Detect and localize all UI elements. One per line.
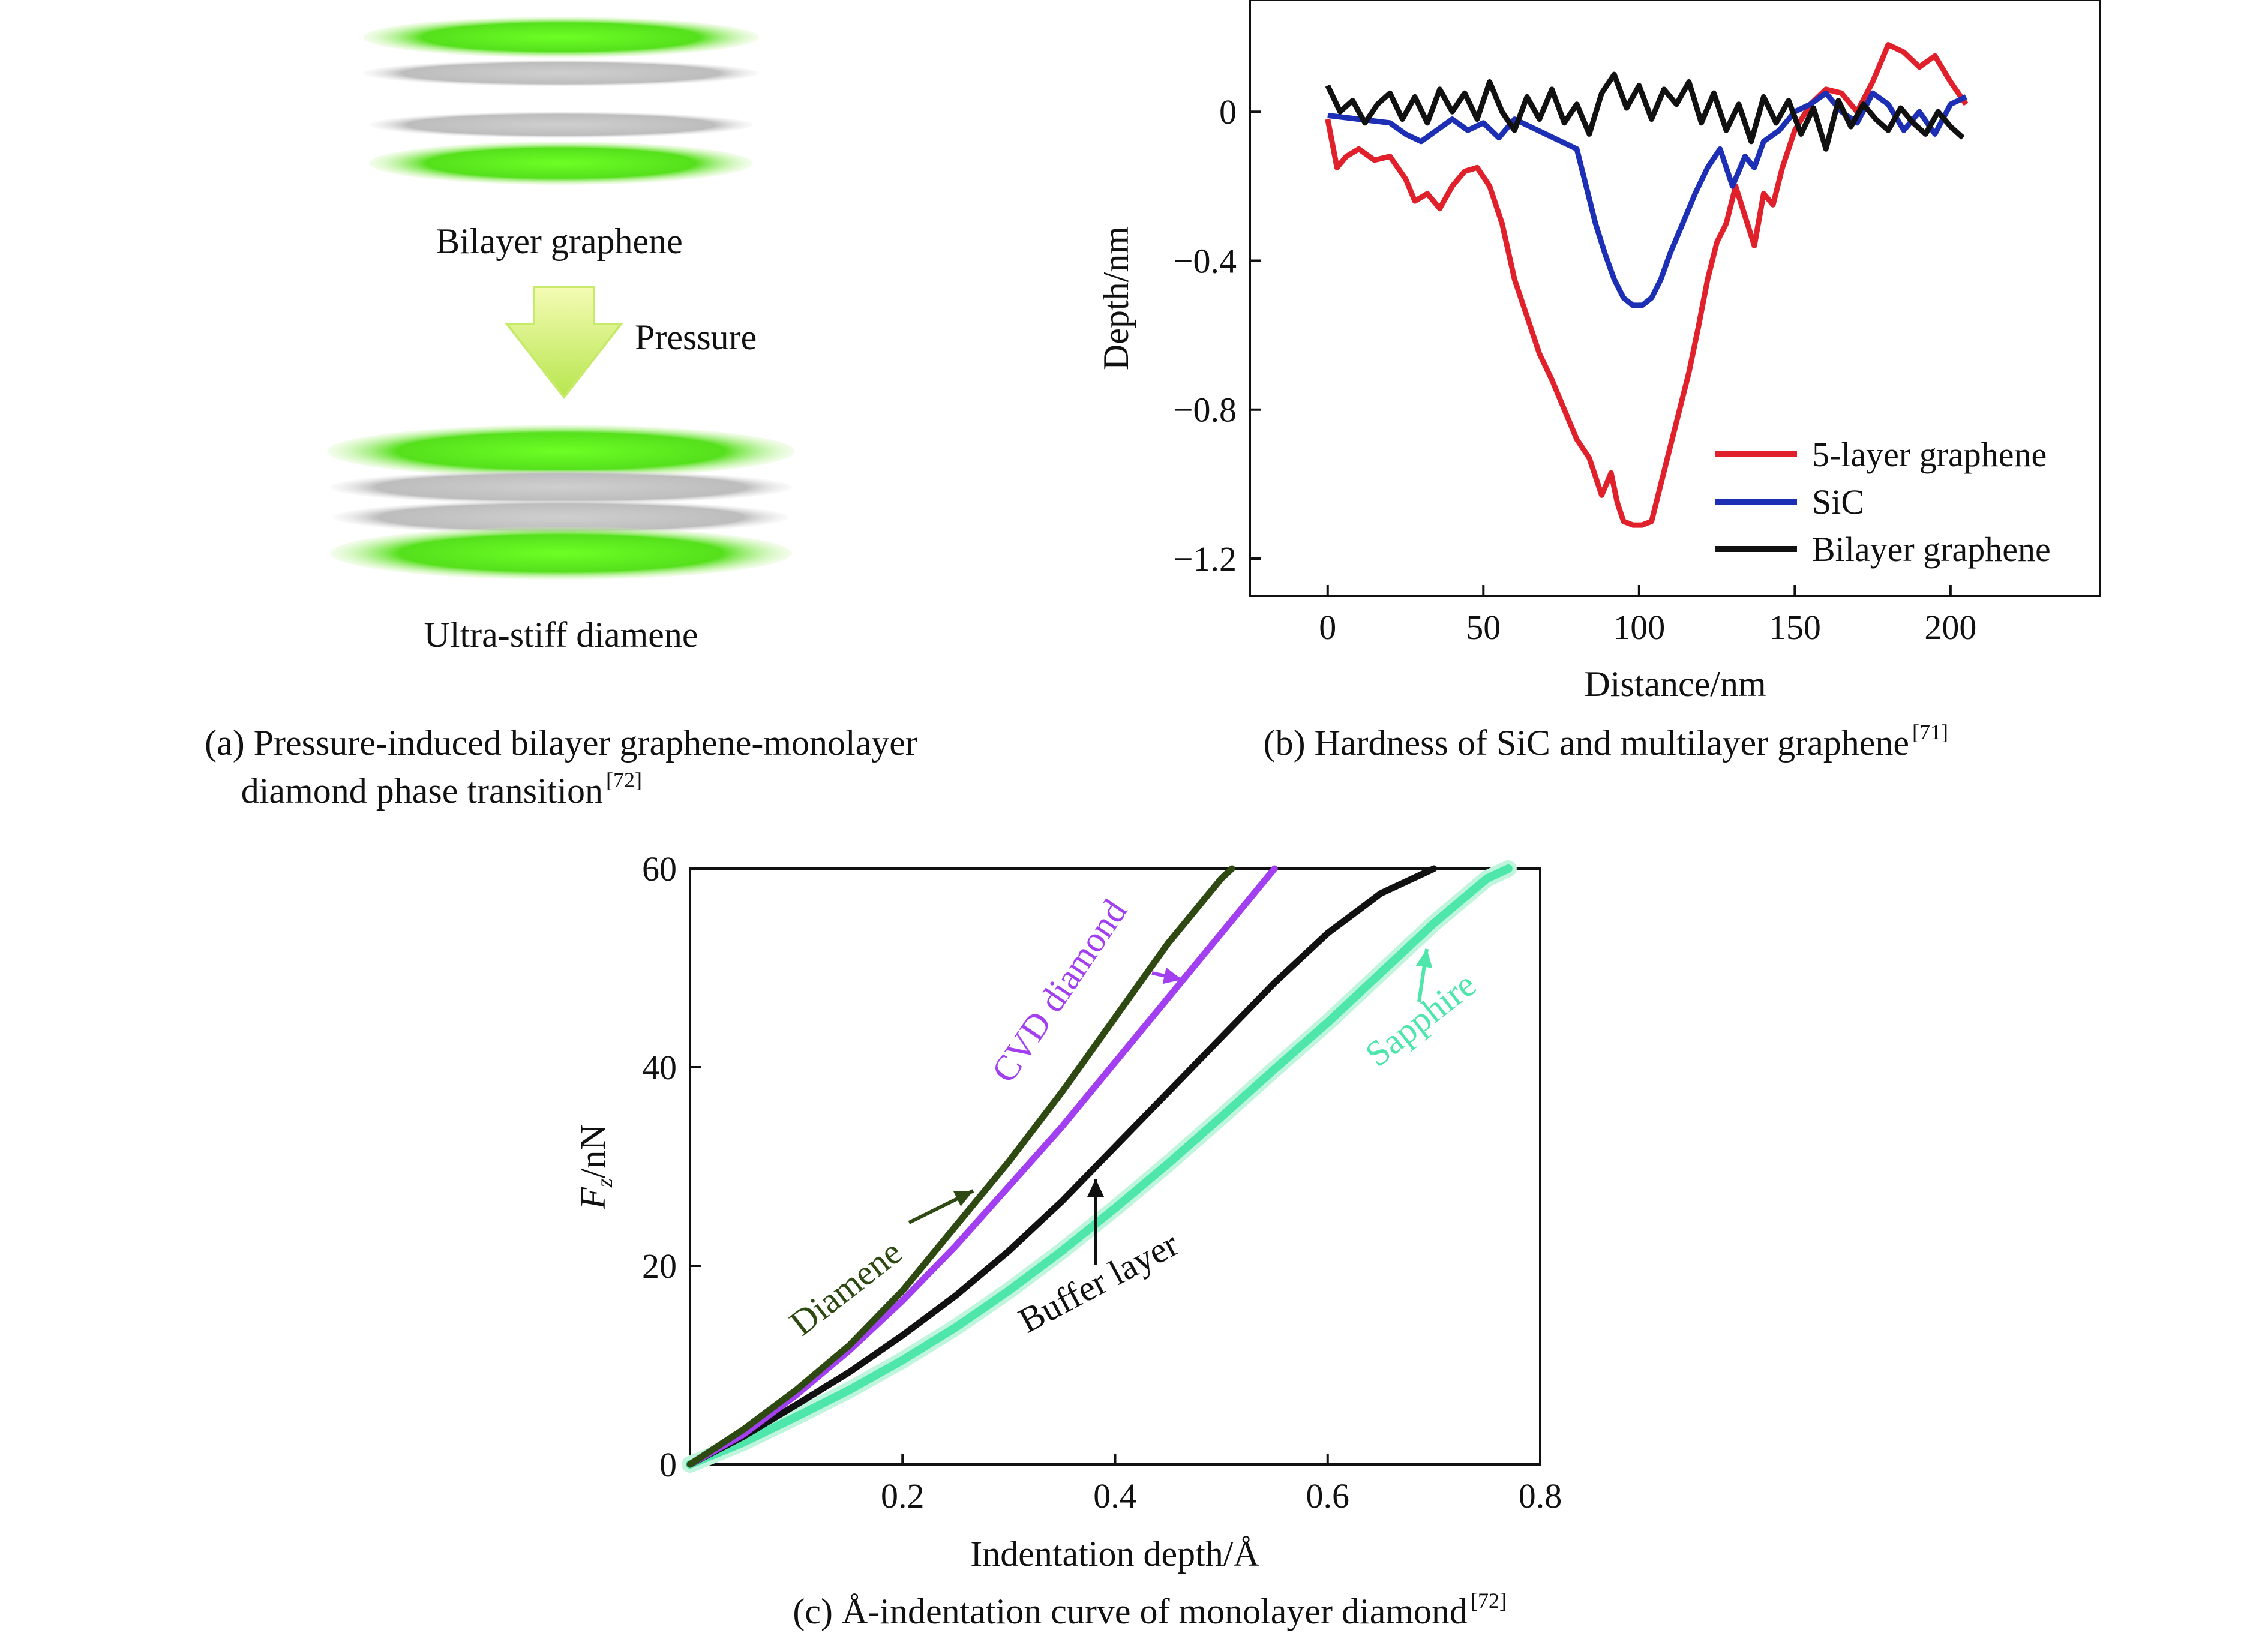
panel-c-x-tick-label: 0.2 [881,1476,925,1515]
graphene-core-top [363,60,759,86]
panel-a-caption-line2-text: diamond phase transition [241,771,603,811]
panel-b-legend-label: Bilayer graphene [1812,530,2051,569]
panel-c-caption-text: (c) Å-indentation curve of monolayer dia… [793,1592,1468,1631]
panel-b-chart: 0 50 100 150 200 0 −0.4 −0.8 −1.2 5-layer graphe… [1096,0,2101,763]
panel-c-caption-ref: [72] [1471,1589,1507,1613]
panel-c-annotation-label: Buffer layer [1012,1224,1184,1341]
panel-b-y-tick-label: 0 [1219,92,1237,131]
panel-c-y-tick-label: 40 [642,1048,677,1087]
panel-b-plot-frame [1249,0,2101,597]
panel-b-x-tick-label: 50 [1466,608,1501,647]
panel-b-y-tick-label: −0.8 [1174,391,1237,430]
diamene-structure [327,425,795,580]
panel-c-y-axis-label: Fz/nN [573,1124,617,1209]
panel-c-x-tick-label: 0.4 [1093,1476,1137,1515]
panel-b-x-tick-label: 200 [1924,608,1976,647]
diamene-core-1 [330,470,792,504]
diamene-layer-bottom [330,527,792,580]
graphene-layer-top [363,17,759,58]
annotation-arrowhead-icon [1162,967,1182,984]
panel-a-illustration: Bilayer graphene Pressure Ultra-stiff di… [205,17,917,811]
panel-b-series-line [1327,90,1967,308]
panel-b-legend: 5-layer graphene SiC Bilayer graphene [1715,435,2051,569]
panel-c-annotation-label: Diamene [782,1232,909,1343]
panel-c-annotation-label: CVD diamond [984,893,1135,1089]
panel-c-y-tick-label: 60 [642,849,677,888]
annotation-arrowhead-icon [953,1191,973,1206]
panel-b-caption: (b) Hardness of SiC and multilayer graph… [1264,723,1909,763]
panel-a-caption-line2: diamond phase transition [241,771,603,811]
panel-c-series-line [686,864,1513,1469]
panel-c-chart: 0.2 0.4 0.6 0.8 0 20 40 60 Diamene CVD diamond Bu… [573,849,1562,1631]
panel-b-series-line [1325,42,1969,528]
graphene-layer-bottom [369,142,753,185]
panel-c-ticks: 0.2 0.4 0.6 0.8 0 20 40 60 [642,849,1562,1515]
panel-b-y-axis-label: Depth/nm [1096,226,1136,370]
bilayer-graphene-structure [363,17,759,185]
graphene-core-bottom [369,112,753,138]
panel-b-x-axis-label: Distance/nm [1584,664,1766,704]
panel-c-series-line [686,865,1438,1468]
panel-c-series-line [686,865,1235,1468]
diamene-layer-top [327,425,795,478]
panel-c-caption: (c) Å-indentation curve of monolayer dia… [793,1592,1468,1631]
panel-c-series [682,860,1517,1473]
pressure-label: Pressure [635,317,757,357]
panel-c-y-tick-label: 0 [659,1445,677,1484]
panel-b-x-tick-label: 0 [1319,608,1336,647]
panel-b-series-line [1325,71,1965,152]
annotation-arrowhead-icon [1087,1179,1104,1197]
panel-b-caption-ref: [71] [1912,720,1948,744]
panel-a-caption-ref: [72] [606,768,642,792]
panel-c-x-tick-label: 0.8 [1519,1476,1562,1515]
panel-c-series-line [686,865,1278,1468]
diamene-core-2 [333,500,789,534]
pressure-arrow [504,286,624,400]
panel-b-x-tick-label: 100 [1613,608,1665,647]
panel-b-caption-text: (b) Hardness of SiC and multilayer graph… [1264,723,1909,763]
panel-b-legend-label: SiC [1812,482,1864,521]
annotation-arrowhead-icon [1415,949,1433,968]
panel-b-y-tick-label: −0.4 [1174,241,1237,280]
panel-b-y-tick-label: −1.2 [1174,539,1237,578]
bilayer-graphene-label: Bilayer graphene [436,221,682,261]
panel-b-ticks: 0 50 100 150 200 0 −0.4 −0.8 −1.2 [1174,92,1977,647]
ultra-stiff-diamene-label: Ultra-stiff diamene [424,615,698,655]
panel-b-series [1325,42,1969,528]
panel-c-x-axis-label: Indentation depth/Å [970,1534,1259,1574]
panel-b-x-tick-label: 150 [1769,608,1821,647]
pressure-arrow-icon [504,286,624,400]
panel-a-caption-line1: (a) Pressure-induced bilayer graphene-mo… [205,723,917,763]
panel-c-y-tick-label: 20 [642,1247,677,1286]
panel-c-x-tick-label: 0.6 [1306,1476,1350,1515]
panel-b-legend-label: 5-layer graphene [1812,435,2047,474]
